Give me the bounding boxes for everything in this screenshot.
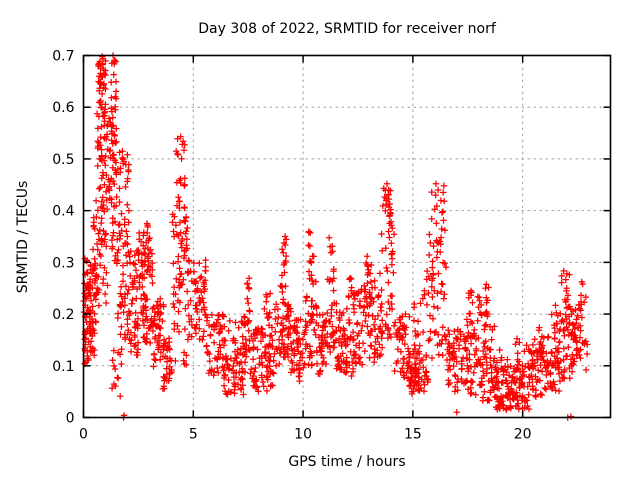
- svg-text:0.7: 0.7: [52, 49, 74, 65]
- svg-text:0: 0: [79, 427, 88, 443]
- svg-text:15: 15: [404, 427, 422, 443]
- scatter-points: [80, 52, 591, 421]
- svg-text:0.5: 0.5: [52, 152, 74, 168]
- svg-text:0: 0: [66, 411, 75, 427]
- svg-text:0.4: 0.4: [52, 204, 74, 220]
- svg-text:0.2: 0.2: [52, 307, 74, 323]
- svg-text:20: 20: [514, 427, 532, 443]
- svg-text:10: 10: [294, 427, 312, 443]
- y-axis-label: SRMTID / TECUs: [15, 181, 31, 294]
- x-axis-label: GPS time / hours: [288, 454, 405, 470]
- svg-text:0.3: 0.3: [52, 255, 74, 271]
- svg-text:0.1: 0.1: [52, 359, 74, 375]
- axes-and-ticks: [82, 54, 612, 419]
- data-series-srmtid: [80, 52, 591, 421]
- svg-text:0.6: 0.6: [52, 100, 74, 116]
- tick-labels: 0 0.1 0.2 0.3 0.4 0.5 0.6 0.7 0 5 10 15 20: [52, 49, 531, 443]
- chart-title: Day 308 of 2022, SRMTID for receiver nor…: [198, 21, 497, 37]
- svg-text:5: 5: [189, 427, 198, 443]
